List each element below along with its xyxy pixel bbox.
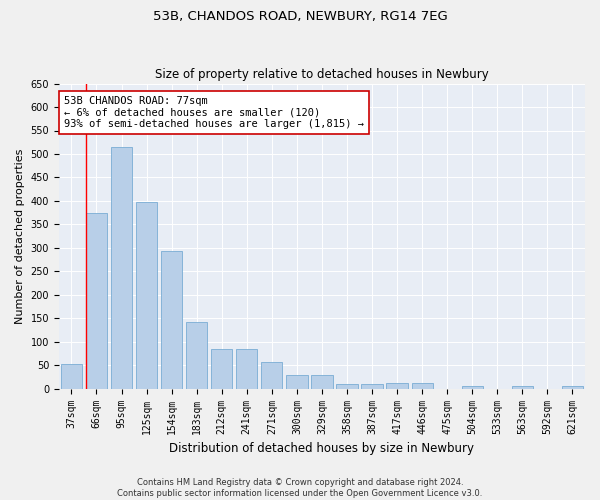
Bar <box>412 383 433 388</box>
Bar <box>337 384 358 388</box>
Bar <box>386 383 408 388</box>
Bar <box>86 212 107 388</box>
Bar <box>361 384 383 388</box>
Bar <box>211 350 232 389</box>
Title: Size of property relative to detached houses in Newbury: Size of property relative to detached ho… <box>155 68 489 81</box>
Bar <box>286 375 308 388</box>
Text: 53B CHANDOS ROAD: 77sqm
← 6% of detached houses are smaller (120)
93% of semi-de: 53B CHANDOS ROAD: 77sqm ← 6% of detached… <box>64 96 364 129</box>
Bar <box>461 386 483 388</box>
Bar <box>562 386 583 388</box>
Bar <box>61 364 82 388</box>
Text: Contains HM Land Registry data © Crown copyright and database right 2024.
Contai: Contains HM Land Registry data © Crown c… <box>118 478 482 498</box>
Bar <box>161 251 182 388</box>
Bar <box>186 322 208 388</box>
Bar <box>136 202 157 388</box>
Y-axis label: Number of detached properties: Number of detached properties <box>15 148 25 324</box>
Bar <box>236 350 257 389</box>
Text: 53B, CHANDOS ROAD, NEWBURY, RG14 7EG: 53B, CHANDOS ROAD, NEWBURY, RG14 7EG <box>152 10 448 23</box>
Bar <box>261 362 283 388</box>
X-axis label: Distribution of detached houses by size in Newbury: Distribution of detached houses by size … <box>169 442 475 455</box>
Bar <box>311 375 332 388</box>
Bar <box>512 386 533 388</box>
Bar <box>111 147 132 388</box>
